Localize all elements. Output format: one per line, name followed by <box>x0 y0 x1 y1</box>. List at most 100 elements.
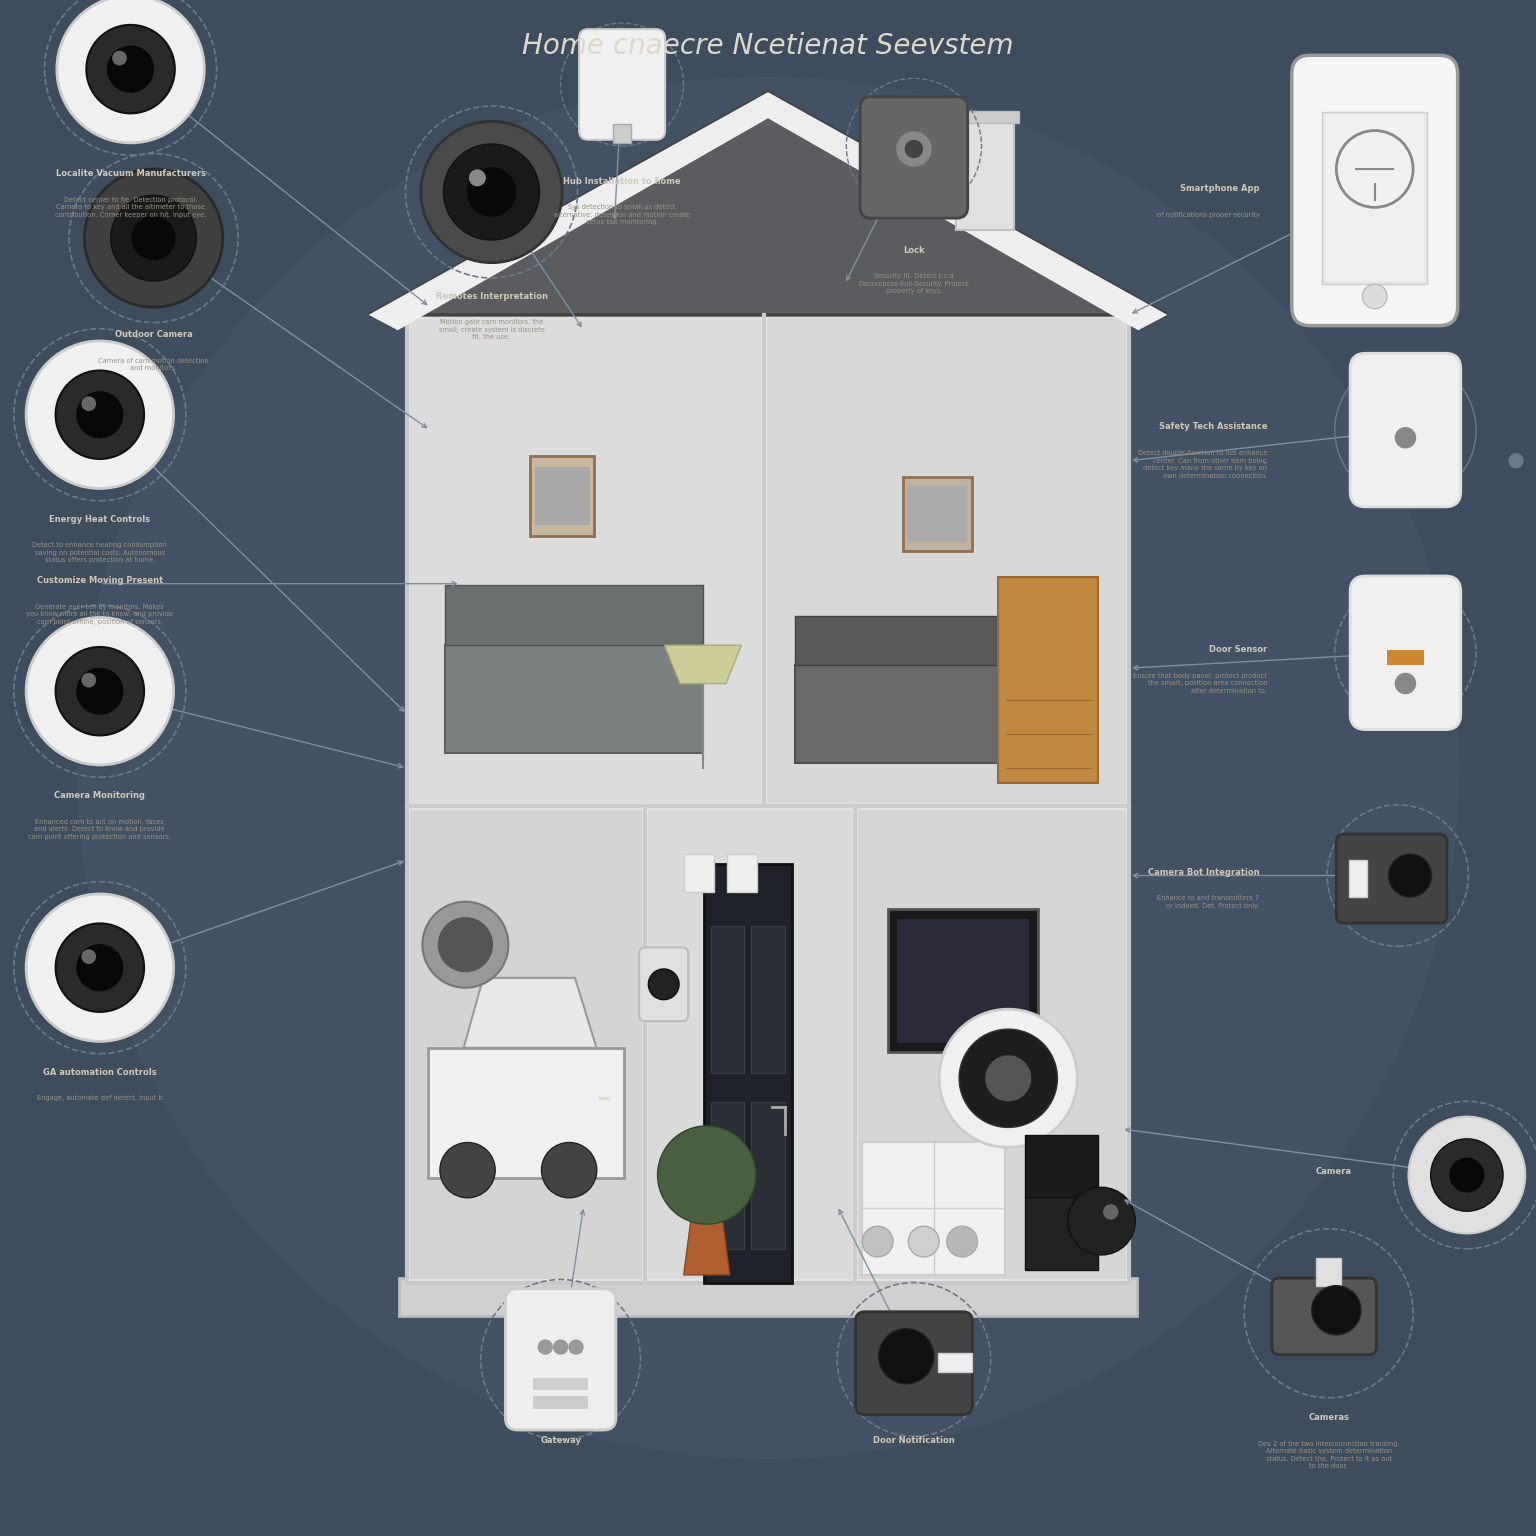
Bar <box>711 926 745 1074</box>
Circle shape <box>1409 1117 1525 1233</box>
Circle shape <box>648 969 679 1000</box>
Bar <box>951 111 1018 123</box>
Text: Motion gate cam monitors. the
small, create system is discrete
fit. the use.: Motion gate cam monitors. the small, cre… <box>439 319 544 341</box>
FancyBboxPatch shape <box>856 1312 972 1415</box>
Bar <box>1349 860 1367 897</box>
FancyBboxPatch shape <box>1272 1278 1376 1355</box>
Circle shape <box>938 1009 1077 1147</box>
Circle shape <box>905 140 923 158</box>
Circle shape <box>958 1029 1057 1127</box>
Ellipse shape <box>77 77 1459 1459</box>
Circle shape <box>77 392 123 438</box>
FancyBboxPatch shape <box>1336 834 1447 923</box>
FancyBboxPatch shape <box>1350 353 1461 507</box>
Text: Camera Bot Integration: Camera Bot Integration <box>1147 868 1260 877</box>
Bar <box>938 1353 972 1372</box>
Circle shape <box>438 917 493 972</box>
Bar <box>1025 1135 1098 1197</box>
Text: Lock: Lock <box>903 246 925 255</box>
Circle shape <box>55 923 144 1012</box>
Circle shape <box>908 1226 938 1256</box>
FancyBboxPatch shape <box>639 948 688 1021</box>
Circle shape <box>467 167 516 217</box>
Bar <box>445 585 703 645</box>
Circle shape <box>77 945 123 991</box>
Circle shape <box>1103 1204 1118 1220</box>
Bar <box>1322 112 1427 284</box>
Bar <box>410 318 762 803</box>
Circle shape <box>1395 673 1416 694</box>
Circle shape <box>108 46 154 92</box>
Circle shape <box>132 217 175 260</box>
Bar <box>888 909 1038 1052</box>
Text: Enhanced cam to act on motion, faces
and alerts. Detect to know and provide
cam : Enhanced cam to act on motion, faces and… <box>28 819 172 840</box>
Circle shape <box>422 902 508 988</box>
Circle shape <box>1362 284 1387 309</box>
Bar <box>1326 115 1424 281</box>
Text: Sys detection to small as detect
alternative: detection and motion create
setup : Sys detection to small as detect alterna… <box>554 204 690 226</box>
Text: of notifications proper security: of notifications proper security <box>1157 212 1260 218</box>
Text: Gateway: Gateway <box>541 1436 581 1445</box>
Bar <box>908 487 968 542</box>
Circle shape <box>985 1055 1031 1101</box>
Bar <box>751 1103 785 1249</box>
FancyBboxPatch shape <box>579 29 665 140</box>
Text: Home cnaecre Ncetienat Seevstem: Home cnaecre Ncetienat Seevstem <box>522 32 1014 60</box>
Text: Door Sensor: Door Sensor <box>1209 645 1267 654</box>
Text: GA automation Controls: GA automation Controls <box>43 1068 157 1077</box>
Circle shape <box>421 121 562 263</box>
Text: Outdoor Camera: Outdoor Camera <box>115 330 192 339</box>
FancyBboxPatch shape <box>860 97 968 218</box>
Bar <box>407 315 1129 1283</box>
Text: Detect center to fle. Detection protocol.
Camera to key and all the altimeter to: Detect center to fle. Detection protocol… <box>55 197 206 218</box>
Text: Detect double-function to not enhance
center. Can from other item being
detect k: Detect double-function to not enhance ce… <box>1138 450 1267 479</box>
Text: Camera Monitoring: Camera Monitoring <box>54 791 146 800</box>
Bar <box>530 456 594 536</box>
Circle shape <box>444 144 539 240</box>
Bar <box>857 809 1126 1279</box>
Polygon shape <box>369 92 1167 315</box>
Text: Localite Vacuum Manufacturers: Localite Vacuum Manufacturers <box>55 169 206 178</box>
Circle shape <box>538 1339 553 1355</box>
Circle shape <box>86 25 175 114</box>
Circle shape <box>553 1339 568 1355</box>
Circle shape <box>568 1339 584 1355</box>
Circle shape <box>81 396 97 412</box>
Bar <box>533 1396 588 1409</box>
Bar <box>998 578 1098 783</box>
Text: Remotes Interpretation: Remotes Interpretation <box>436 292 547 301</box>
Bar <box>399 1278 1137 1316</box>
Circle shape <box>468 169 485 186</box>
FancyBboxPatch shape <box>1292 55 1458 326</box>
Circle shape <box>26 894 174 1041</box>
Circle shape <box>542 1143 598 1198</box>
Bar <box>903 478 972 551</box>
Circle shape <box>57 0 204 143</box>
Circle shape <box>81 949 97 965</box>
Circle shape <box>111 195 197 281</box>
Bar <box>1387 650 1424 665</box>
Circle shape <box>657 1126 756 1224</box>
Bar <box>862 1141 1005 1275</box>
Circle shape <box>1508 453 1524 468</box>
Polygon shape <box>684 1217 730 1275</box>
Circle shape <box>1430 1138 1504 1212</box>
Circle shape <box>862 1226 892 1256</box>
Bar <box>613 124 631 143</box>
Bar <box>684 854 714 892</box>
Circle shape <box>77 668 123 714</box>
Bar <box>1316 1258 1341 1286</box>
Circle shape <box>879 1329 934 1384</box>
Circle shape <box>1068 1187 1135 1255</box>
Text: Security fit. Detect t.c.d
Decompose-Full-Security. Protect
property of keys.: Security fit. Detect t.c.d Decompose-Ful… <box>859 273 969 295</box>
Text: Door Notification: Door Notification <box>872 1436 955 1445</box>
Text: Detect to enhance heating consumption
saving on potential costs. Autonomous
stat: Detect to enhance heating consumption sa… <box>32 542 167 564</box>
Polygon shape <box>768 92 1167 330</box>
Bar <box>410 809 642 1279</box>
Polygon shape <box>665 645 742 684</box>
Bar <box>955 115 1014 230</box>
Text: Dev 2 of the two interconnection tracking.
Alternate basic system determination
: Dev 2 of the two interconnection trackin… <box>1258 1441 1399 1470</box>
Bar <box>1025 1197 1098 1270</box>
Polygon shape <box>369 92 768 330</box>
Circle shape <box>1450 1158 1484 1192</box>
